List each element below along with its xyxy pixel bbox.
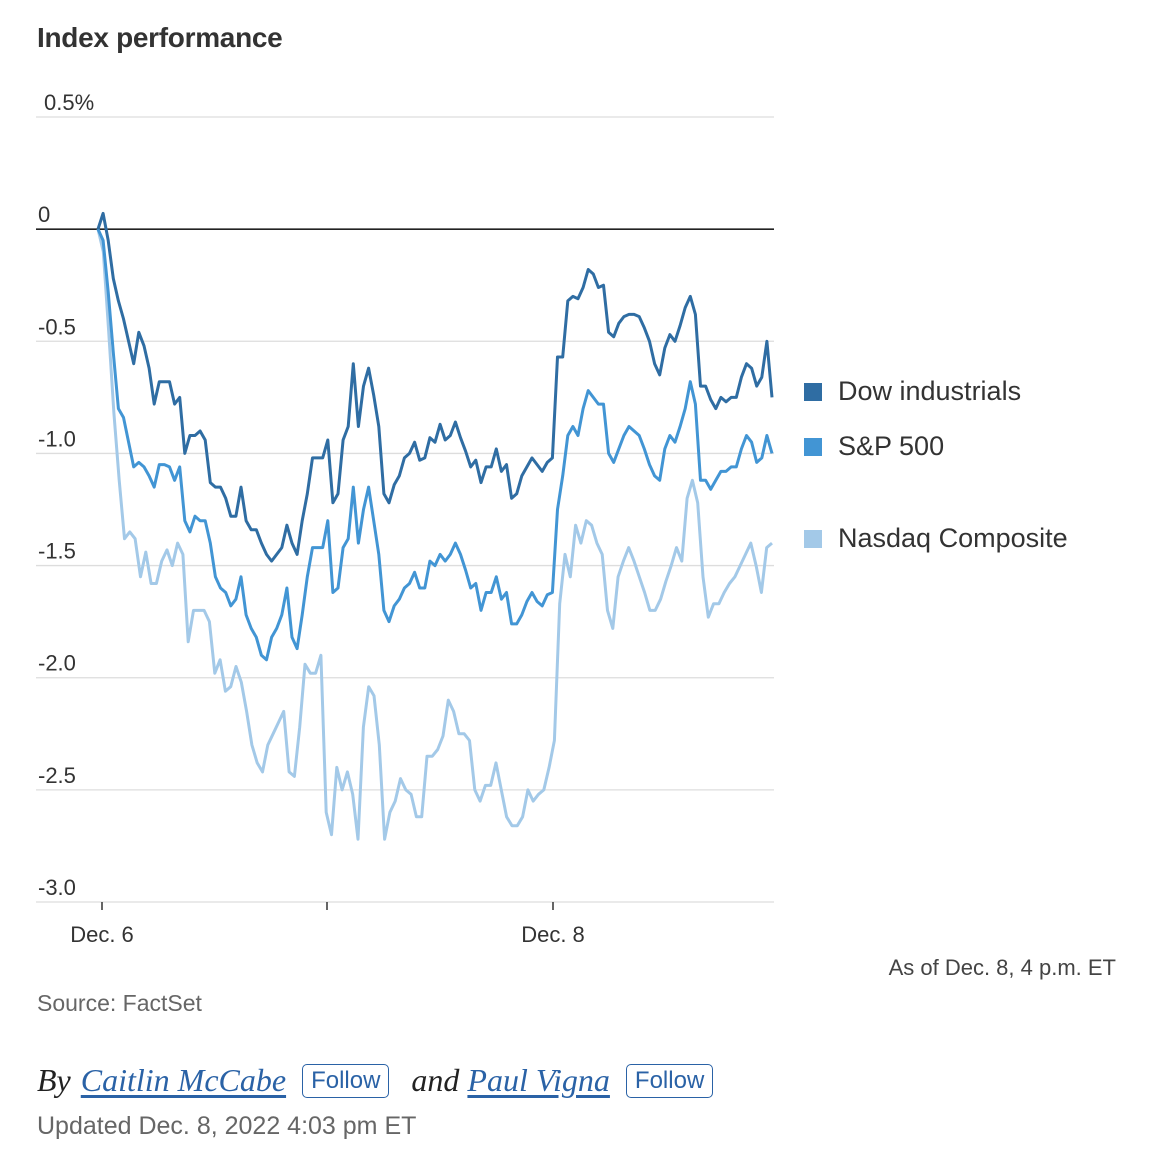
series-lines	[96, 211, 774, 841]
legend-swatch-sp500	[804, 437, 822, 456]
byline-by: By	[37, 1062, 71, 1098]
follow-button-paul-vigna[interactable]: Follow	[625, 1063, 714, 1098]
legend-item-sp500: S&P 500	[804, 431, 944, 462]
author-link-paul-vigna[interactable]: Paul Vigna	[467, 1062, 610, 1098]
y-tick-label: -0.5	[38, 314, 76, 339]
x-tick-label: Dec. 8	[521, 922, 585, 947]
author-link-caitlin-mccabe[interactable]: Caitlin McCabe	[80, 1062, 287, 1098]
line-chart: 0.5%0-0.5-1.0-1.5-2.0-2.5-3.0 Dec. 6 Dec.…	[36, 90, 774, 947]
follow-button-caitlin-mccabe[interactable]: Follow	[302, 1063, 390, 1098]
legend-label-sp500: S&P 500	[838, 431, 945, 461]
updated-timestamp: Updated Dec. 8, 2022 4:03 pm ET	[37, 1112, 417, 1140]
y-tick-label: 0	[38, 202, 50, 227]
series-line-dow-industrials	[96, 211, 774, 563]
gridlines	[36, 116, 774, 903]
x-axis: Dec. 6 Dec. 8	[70, 902, 585, 947]
x-tick-label: Dec. 6	[70, 922, 134, 947]
y-axis-labels: 0.5% 0 -0.5 -1.0 -1.5 -2.0 -2.5 -3.0	[38, 90, 94, 900]
y-tick-label: -1.0	[38, 426, 76, 451]
y-tick-label: -2.0	[38, 651, 76, 676]
y-tick-label: -1.5	[38, 539, 76, 564]
chart-title: Index performance	[37, 22, 283, 53]
byline-and: and	[411, 1062, 460, 1098]
legend-item-nasdaq: Nasdaq Composite	[804, 523, 1068, 554]
byline: By Caitlin McCabe Follow and Paul Vigna …	[37, 1062, 735, 1099]
series-line-nasdaq-composite	[96, 228, 773, 841]
legend-swatch-dow	[804, 382, 822, 401]
legend-swatch-nasdaq	[804, 529, 822, 548]
series-line-s-p-500	[96, 228, 774, 662]
y-tick-label: -3.0	[38, 875, 76, 900]
source-note: Source: FactSet	[37, 990, 202, 1016]
y-tick-label: -2.5	[38, 763, 76, 788]
y-tick-label: 0.5%	[44, 90, 94, 115]
as-of-note: As of Dec. 8, 4 p.m. ET	[888, 955, 1116, 980]
legend-item-dow: Dow industrials	[804, 376, 1021, 407]
legend-label-nasdaq: Nasdaq Composite	[838, 523, 1068, 553]
legend-label-dow: Dow industrials	[838, 376, 1022, 406]
